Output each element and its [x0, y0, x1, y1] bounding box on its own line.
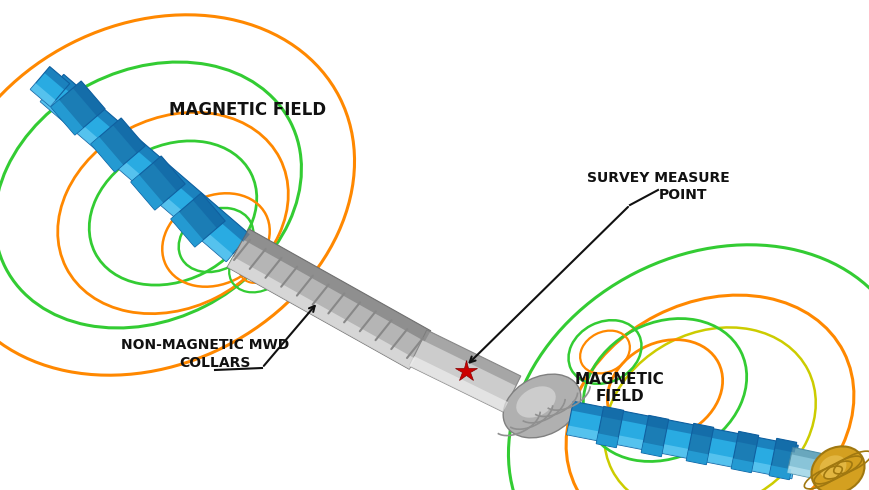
Polygon shape	[130, 156, 185, 210]
Polygon shape	[408, 330, 521, 412]
Polygon shape	[571, 401, 798, 455]
Polygon shape	[736, 431, 758, 445]
Polygon shape	[170, 212, 203, 247]
Polygon shape	[768, 439, 796, 480]
Polygon shape	[601, 406, 623, 420]
Polygon shape	[113, 118, 145, 153]
Polygon shape	[227, 229, 430, 369]
Polygon shape	[40, 74, 249, 262]
Polygon shape	[90, 137, 123, 172]
Polygon shape	[44, 67, 70, 90]
Polygon shape	[566, 425, 793, 479]
Ellipse shape	[819, 455, 846, 479]
Polygon shape	[731, 431, 758, 473]
Polygon shape	[90, 118, 145, 172]
Text: MAGNETIC FIELD: MAGNETIC FIELD	[169, 101, 326, 119]
Polygon shape	[786, 466, 816, 479]
Polygon shape	[686, 423, 713, 465]
Polygon shape	[50, 81, 105, 135]
Text: COLLARS: COLLARS	[179, 356, 250, 370]
Polygon shape	[640, 442, 662, 457]
Polygon shape	[242, 229, 430, 342]
Text: POINT: POINT	[658, 188, 706, 202]
Polygon shape	[686, 450, 707, 465]
Polygon shape	[595, 433, 618, 448]
Polygon shape	[57, 74, 249, 242]
Text: SURVEY MEASURE: SURVEY MEASURE	[586, 171, 728, 185]
Ellipse shape	[811, 446, 864, 490]
Text: MAGNETIC
FIELD: MAGNETIC FIELD	[574, 372, 664, 404]
Polygon shape	[40, 94, 232, 262]
Ellipse shape	[515, 386, 555, 417]
Polygon shape	[773, 439, 796, 453]
Text: NON-MAGNETIC MWD: NON-MAGNETIC MWD	[121, 338, 289, 352]
Polygon shape	[227, 257, 415, 369]
Polygon shape	[595, 406, 623, 448]
Polygon shape	[790, 447, 819, 460]
Polygon shape	[646, 416, 668, 430]
Polygon shape	[153, 156, 185, 191]
Polygon shape	[170, 193, 225, 247]
Polygon shape	[408, 356, 507, 412]
Polygon shape	[786, 447, 819, 479]
Polygon shape	[421, 330, 521, 386]
Polygon shape	[768, 466, 791, 480]
Polygon shape	[691, 423, 713, 438]
Polygon shape	[130, 175, 163, 210]
Polygon shape	[50, 100, 83, 135]
Polygon shape	[566, 401, 798, 479]
Polygon shape	[193, 193, 225, 228]
Polygon shape	[73, 81, 105, 116]
Polygon shape	[30, 67, 70, 106]
Polygon shape	[731, 458, 753, 473]
Ellipse shape	[502, 374, 580, 438]
Polygon shape	[30, 83, 56, 106]
Polygon shape	[640, 416, 668, 457]
